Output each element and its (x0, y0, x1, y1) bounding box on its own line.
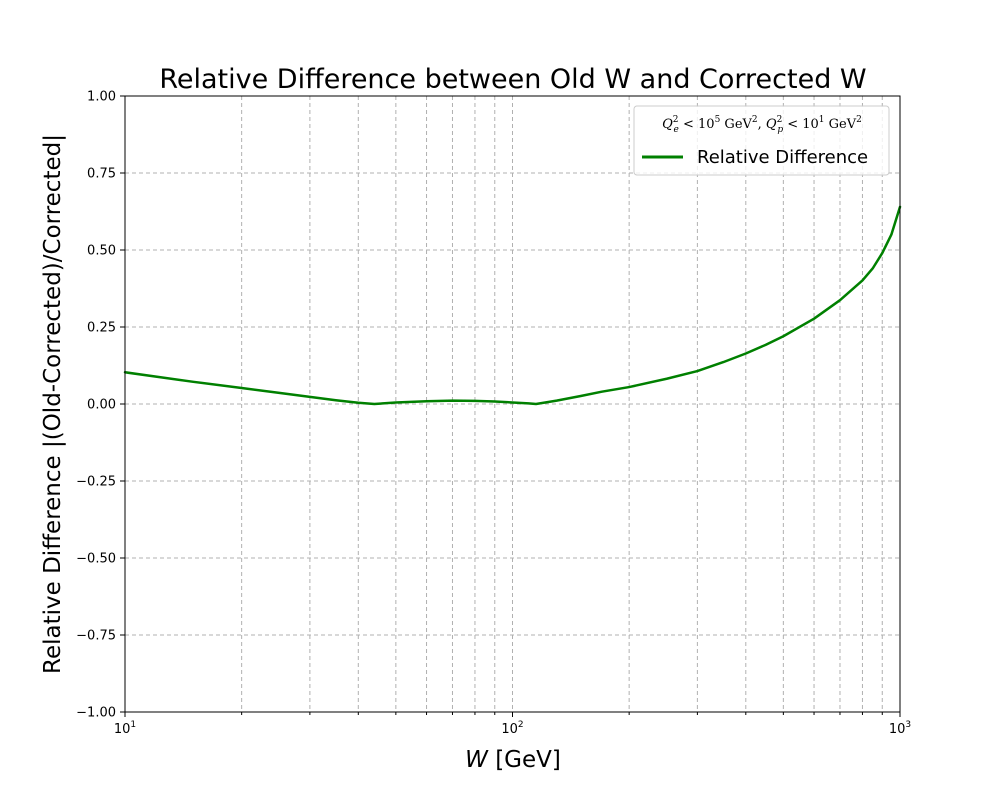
legend-p-unit: GeV (825, 117, 857, 132)
y-tick-label: 0.75 (87, 167, 116, 182)
grid (125, 96, 900, 712)
x-tick-label: 103 (889, 720, 911, 737)
legend-p-cmp: < 10 (783, 117, 819, 132)
legend-box (633, 105, 890, 176)
legend-q-p-sub: p (777, 125, 783, 135)
y-tick-label: 1.00 (87, 90, 116, 105)
y-tick-label: −1.00 (76, 706, 116, 721)
legend-label-relative-difference: Relative Difference (697, 147, 868, 168)
legend-p-exp: 1 (819, 115, 825, 125)
y-tick-label: −0.25 (76, 475, 116, 490)
legend-p-unit-sup: 2 (856, 115, 862, 125)
legend-title: Q2 e < 105 GeV2, Q2 p < 101 GeV2 (662, 115, 862, 135)
legend-q-p: Q (766, 117, 777, 132)
legend-e-cmp: < 10 (679, 117, 715, 132)
legend-q-e-sup: 2 (673, 115, 679, 125)
y-axis-label: Relative Difference |(Old-Corrected)/Cor… (40, 134, 66, 674)
chart-title: Relative Difference between Old W and Co… (159, 64, 866, 95)
x-axis-variable: W (465, 747, 489, 773)
legend-q-e-sub: e (674, 125, 679, 135)
legend-q-p-sup: 2 (777, 115, 783, 125)
y-tick-label: 0.00 (87, 398, 116, 413)
legend-q-e: Q (662, 117, 673, 132)
x-axis-unit: [GeV] (488, 747, 561, 773)
x-axis-label: W [GeV] (465, 747, 561, 773)
legend: Q2 e < 105 GeV2, Q2 p < 101 GeV2 Relative … (633, 105, 890, 176)
y-tick-label: −0.75 (76, 629, 116, 644)
legend-sep: , (758, 117, 766, 132)
legend-e-unit: GeV (720, 117, 752, 132)
series-layer (123, 205, 902, 406)
legend-e-unit-sup: 2 (752, 115, 758, 125)
legend-e-exp: 5 (715, 115, 721, 125)
y-tick-label: 0.25 (87, 321, 116, 336)
series-line-relative-difference (123, 205, 902, 406)
ticks: 101 102 103 −1.00 −0.75 −0.50 −0.25 0.00 0.25 0.5… (76, 90, 911, 738)
x-tick-label: 101 (114, 720, 136, 737)
y-tick-label: 0.50 (87, 244, 116, 259)
x-tick-label: 102 (501, 720, 523, 737)
y-tick-label: −0.50 (76, 552, 116, 567)
